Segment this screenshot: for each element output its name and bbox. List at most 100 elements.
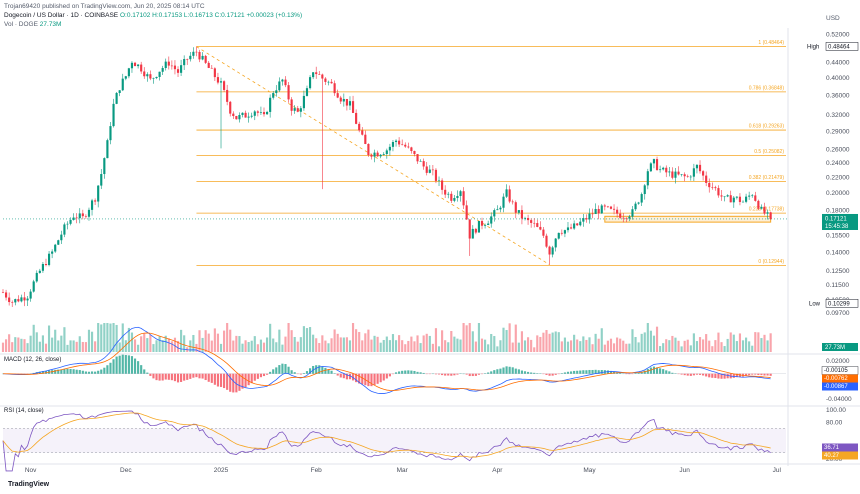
symbol-title[interactable]: Dogecoin / US Dollar · 1D · COINBASE — [4, 12, 119, 19]
candle-body — [594, 208, 597, 215]
volume-bar — [523, 340, 527, 352]
volume-bar — [272, 338, 275, 352]
macd-signal-line — [2, 332, 771, 391]
volume-bar — [437, 346, 441, 352]
macd-histogram-bar — [226, 373, 229, 390]
rsi-ma-line — [2, 412, 771, 458]
candle-body — [198, 51, 201, 60]
macd-histogram-bar — [379, 373, 382, 383]
volume-bar — [315, 338, 318, 352]
volume-bar — [207, 333, 210, 352]
volume-bar — [748, 341, 751, 352]
macd-histogram-bar — [183, 373, 186, 381]
candle-body — [394, 140, 398, 143]
macd-histogram-bar — [502, 367, 505, 374]
macd-histogram-bar — [714, 373, 717, 379]
candle-body — [265, 111, 269, 115]
macd-histogram-bar — [44, 370, 48, 374]
candle-body — [763, 206, 766, 214]
macd-histogram-bar — [441, 373, 444, 376]
volume-bar — [603, 344, 606, 352]
candle-body — [640, 194, 643, 203]
tradingview-logo[interactable]: TradingView — [8, 481, 49, 488]
candle-body — [327, 81, 330, 83]
candle-body — [78, 213, 81, 219]
volume-bar — [416, 335, 419, 352]
candle-body — [207, 62, 210, 68]
volume-bar — [244, 340, 247, 352]
macd-histogram-bar — [668, 371, 671, 374]
macd-histogram-bar — [339, 373, 342, 378]
candle-body — [536, 223, 539, 227]
volume-bar — [394, 340, 398, 352]
macd-histogram-bar — [195, 373, 198, 378]
macd-histogram-bar — [754, 373, 757, 375]
volume-bar — [391, 334, 395, 352]
volume-bar — [247, 342, 250, 352]
candle-body — [81, 213, 84, 217]
fib-level-label: 0.618 (0.29263) — [749, 124, 785, 130]
macd-tick-label: -0.04000 — [826, 396, 852, 403]
candle-body — [502, 196, 505, 208]
candle-body — [232, 113, 235, 117]
candle-body — [401, 144, 404, 146]
volume-bar — [278, 329, 281, 352]
macd-histogram-bar — [143, 369, 146, 374]
macd-histogram-bar — [308, 368, 312, 374]
candle-body — [530, 220, 533, 223]
volume-bar — [717, 332, 720, 352]
candle-body — [573, 223, 576, 229]
volume-bar — [606, 340, 609, 352]
macd-histogram-bar — [219, 373, 223, 387]
macd-histogram-bar — [401, 370, 404, 374]
brand-text: TradingView — [8, 481, 50, 488]
candle-body — [94, 200, 97, 202]
candle-body — [769, 212, 772, 219]
candle-body — [665, 167, 668, 173]
low-marker-value: 0.10299 — [828, 301, 850, 307]
candle-body — [625, 218, 628, 220]
macd-histogram-bar — [170, 373, 173, 381]
candle-body — [686, 176, 689, 177]
macd-histogram-bar — [247, 373, 250, 386]
macd-histogram-bar — [600, 370, 603, 374]
volume-bar — [87, 329, 91, 352]
macd-histogram-bar — [493, 370, 496, 374]
macd-histogram-bar — [186, 373, 189, 380]
macd-histogram-bar — [563, 372, 566, 374]
volume-bar — [686, 339, 689, 352]
macd-histogram-bar — [189, 373, 192, 379]
volume-bar — [164, 335, 167, 352]
candle-body — [508, 189, 511, 202]
macd-histogram-bar — [250, 373, 253, 384]
volume-bar — [447, 342, 450, 352]
candle-body — [299, 108, 302, 112]
volume-bar — [376, 336, 379, 352]
candle-body — [674, 171, 677, 178]
volume-bar — [72, 340, 75, 352]
macd-histogram-bar — [652, 366, 656, 374]
macd-histogram-bar — [637, 372, 640, 374]
volume-bar — [312, 334, 315, 352]
candle-body — [609, 206, 613, 209]
volume-bar — [78, 336, 81, 352]
candle-body — [321, 74, 324, 79]
volume-bar — [671, 335, 674, 352]
candle-body — [738, 196, 742, 203]
volume-bar — [57, 340, 60, 352]
candle-body — [659, 169, 662, 171]
macd-histogram-bar — [66, 368, 69, 374]
volume-bar — [256, 344, 259, 352]
candle-body — [680, 174, 683, 175]
candle-body — [296, 108, 299, 112]
candle-body — [213, 68, 216, 78]
low-marker-label: Low — [809, 301, 821, 307]
macd-histogram-bar — [530, 372, 533, 374]
price-tick-label: 0.32000 — [826, 112, 850, 119]
volume-bar — [149, 334, 152, 352]
volume-bar — [622, 340, 625, 352]
candle-body — [259, 112, 263, 113]
volume-bar — [97, 323, 100, 352]
candle-body — [195, 51, 198, 53]
macd-histogram-bar — [216, 373, 220, 387]
